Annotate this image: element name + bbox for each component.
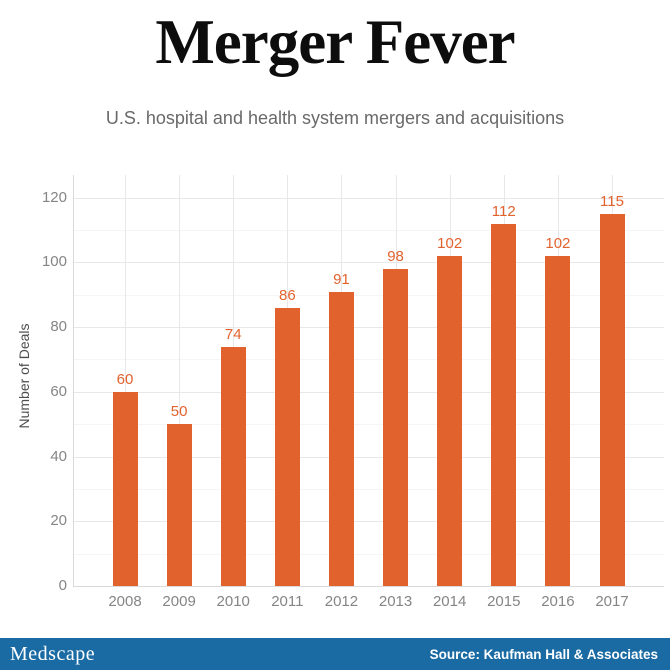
x-tick-label: 2016 (541, 593, 575, 610)
bar-value-label: 91 (333, 270, 350, 288)
x-tick-label: 2013 (378, 593, 413, 610)
bar-2008 (112, 391, 138, 586)
major-gridline (73, 262, 664, 264)
x-tick-label: 2008 (108, 593, 142, 610)
major-gridline (73, 391, 664, 393)
y-tick-label: 0 (58, 577, 67, 594)
minor-gridline (73, 553, 664, 555)
minor-gridline (73, 230, 664, 232)
minor-gridline (73, 359, 664, 361)
bar-value-label: 102 (437, 234, 463, 252)
y-tick-label: 20 (50, 512, 67, 530)
y-axis-line (73, 175, 74, 586)
bar-2011 (274, 307, 300, 586)
medscape-logo: Medscape (10, 642, 96, 665)
bar-2012 (328, 291, 354, 586)
bar-value-label: 98 (387, 247, 404, 265)
x-tick-label: 2015 (487, 593, 521, 610)
category-gridline (179, 175, 181, 586)
x-tick-label: 2011 (271, 593, 304, 610)
chart-title: Merger Fever (155, 7, 515, 77)
bar-value-label: 50 (170, 403, 188, 421)
bar-value-label: 86 (278, 286, 296, 304)
x-axis-line (73, 586, 664, 587)
y-tick-label: 80 (50, 318, 67, 336)
bar-2013 (383, 268, 409, 586)
major-gridline (73, 327, 664, 329)
y-tick-label: 120 (41, 188, 67, 206)
x-tick-label: 2009 (162, 593, 196, 610)
x-tick-label: 2010 (216, 593, 250, 610)
major-gridline (73, 197, 664, 199)
minor-gridline (73, 294, 664, 296)
bar-value-label: 60 (116, 370, 134, 388)
x-tick-label: 2012 (324, 593, 359, 610)
category-gridline (125, 175, 126, 586)
bar-2009 (166, 424, 192, 586)
source-credit: Source: Kaufman Hall & Associates (429, 646, 658, 662)
bar-value-label: 74 (224, 325, 242, 343)
bar-2015 (491, 223, 517, 586)
x-tick-label: 2014 (432, 593, 467, 610)
minor-gridline (73, 488, 664, 490)
bar-value-label: 115 (600, 192, 624, 210)
bar-2010 (220, 346, 246, 586)
footer-bar: Medscape Source: Kaufman Hall & Associat… (0, 638, 670, 670)
major-gridline (73, 521, 664, 523)
chart-subtitle: U.S. hospital and health system mergers … (105, 108, 565, 128)
y-tick-label: 60 (50, 382, 67, 400)
bar-2016 (545, 255, 571, 586)
major-gridline (73, 456, 664, 458)
bar-value-label: 112 (491, 202, 516, 220)
bar-2014 (437, 255, 463, 586)
bar-2017 (599, 213, 625, 586)
bar-value-label: 102 (545, 234, 571, 252)
x-tick-label: 2017 (595, 593, 629, 610)
y-tick-label: 100 (41, 253, 67, 271)
minor-gridline (73, 424, 664, 426)
y-tick-label: 40 (50, 447, 67, 465)
